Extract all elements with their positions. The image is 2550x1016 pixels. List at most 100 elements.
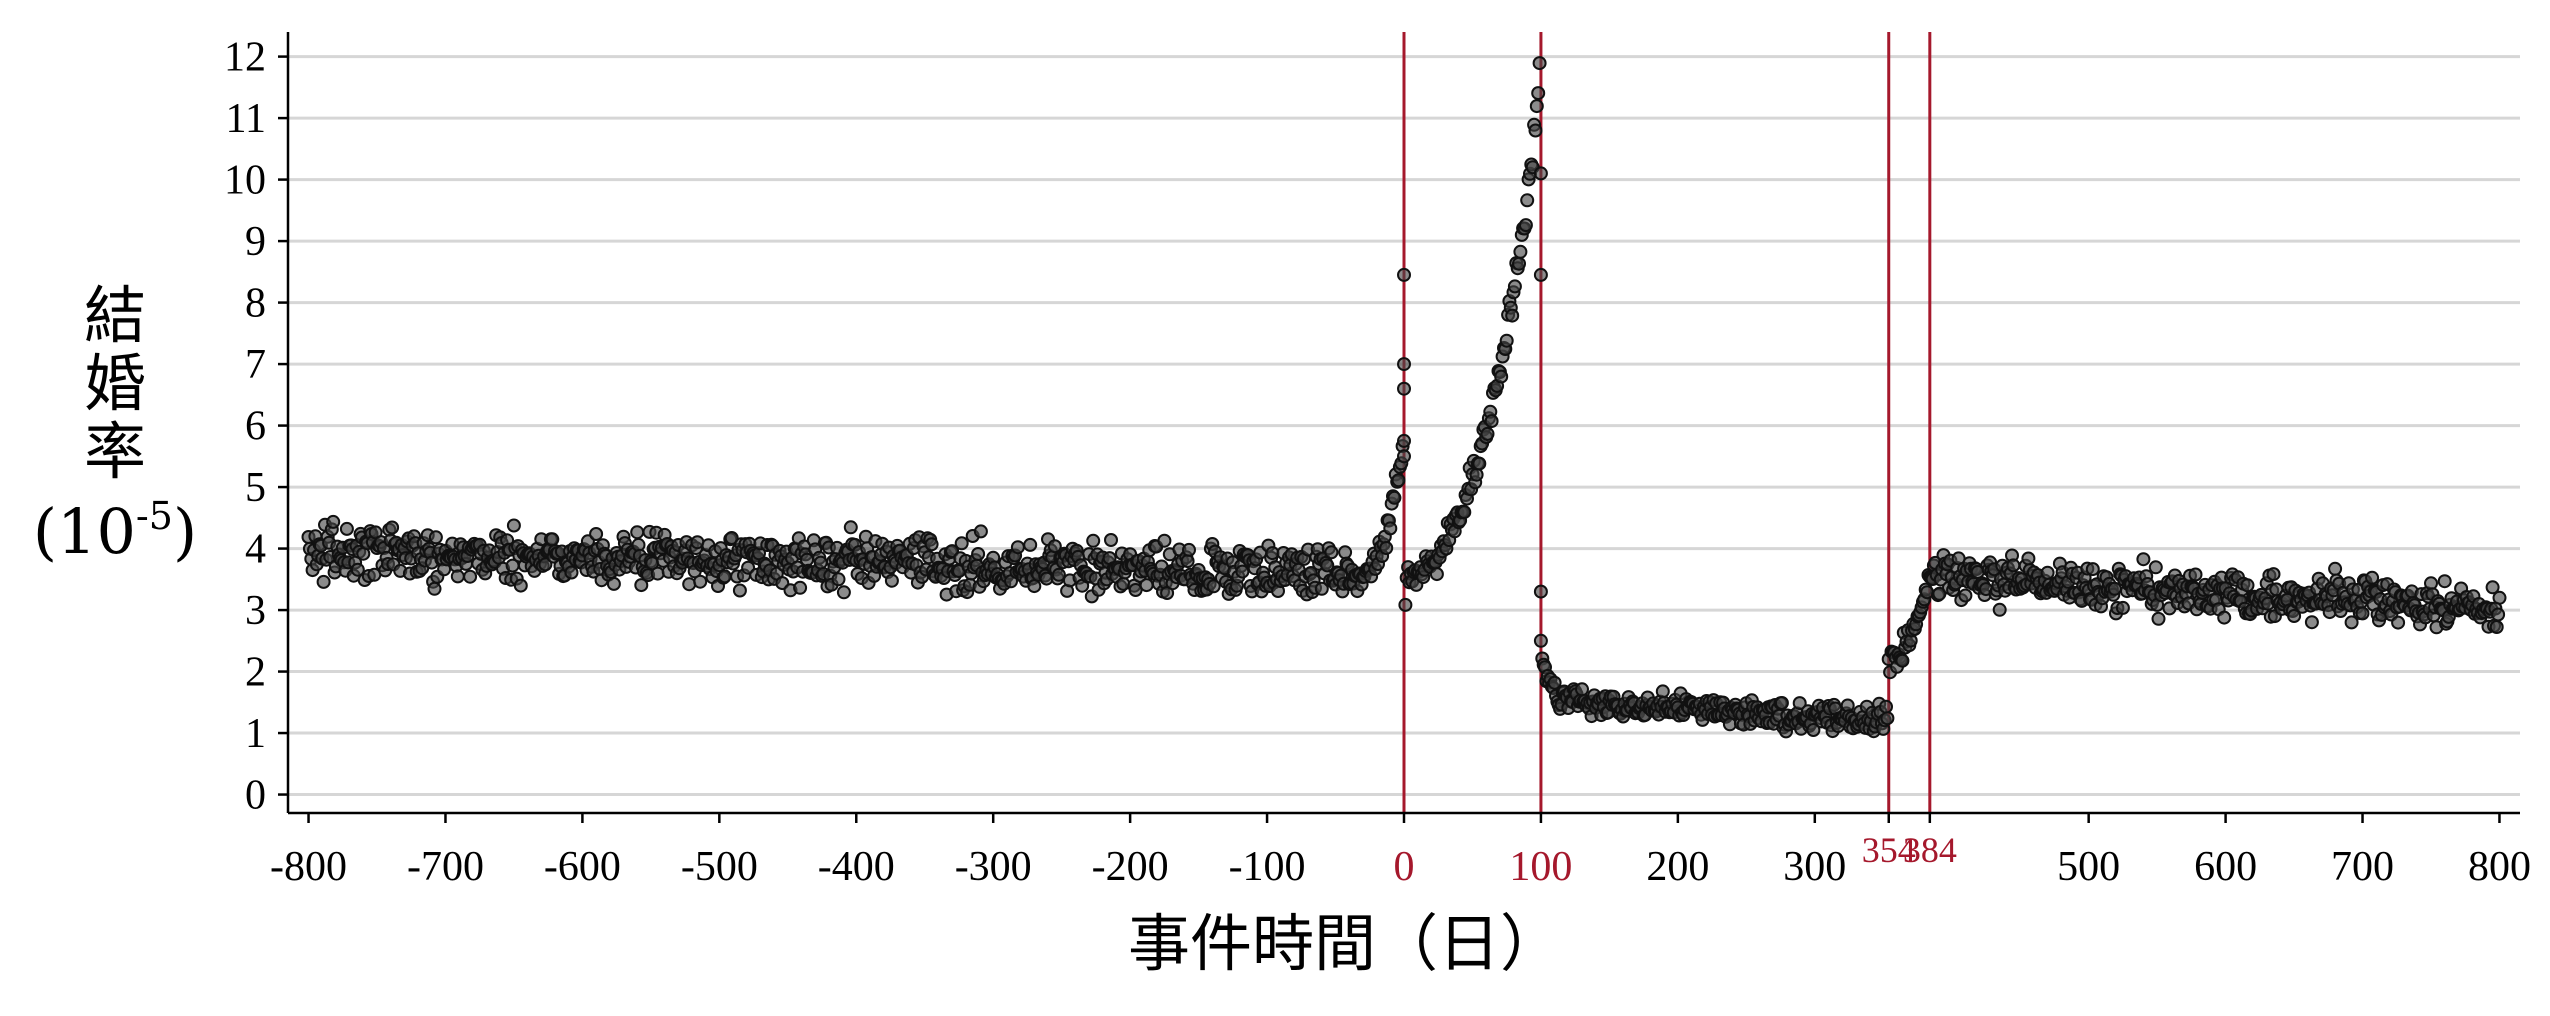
data-point-548 xyxy=(1051,567,1066,582)
x-tick-label-300: 300 xyxy=(1783,844,1846,890)
data-point-744 xyxy=(1320,558,1335,573)
x-tick-label-200: 200 xyxy=(1646,844,1709,890)
data-point-1332 xyxy=(2115,600,2130,615)
data-point-879 xyxy=(1499,333,1514,348)
data-point-996 xyxy=(1655,684,1670,699)
data-point-1242 xyxy=(1992,602,2007,617)
data-point-1263 xyxy=(2021,551,2036,566)
data-point-903 xyxy=(1532,56,1547,71)
data-point-1356 xyxy=(2148,560,2163,575)
data-point-61 xyxy=(385,520,400,535)
data-point-1605 xyxy=(2489,620,2504,634)
data-point-1457 xyxy=(2287,609,2302,623)
data-point-1326 xyxy=(2107,581,2122,596)
data-point-192 xyxy=(564,565,579,580)
data-point-865 xyxy=(1480,426,1495,441)
data-point-93 xyxy=(428,530,443,545)
x-tick-labels: -800 -700 -600 -500 -400 -300 -200 -100 0 100 200 3… xyxy=(270,813,2531,890)
data-point-1423 xyxy=(2240,578,2255,593)
y-tick-label-5: 5 xyxy=(245,465,266,511)
y-axis-unit-base: (10 xyxy=(33,495,136,568)
y-tick-label-1: 1 xyxy=(245,711,266,757)
data-point-286 xyxy=(693,574,708,589)
data-point-518 xyxy=(1010,540,1025,555)
y-tick-label-9: 9 xyxy=(245,219,266,265)
data-point-255 xyxy=(650,566,665,581)
y-tick-label-3: 3 xyxy=(245,588,266,634)
data-point-1406 xyxy=(2217,610,2232,625)
y-axis-title-char-1: 結 xyxy=(84,279,146,352)
data-point-1252 xyxy=(2006,558,2021,573)
data-point-359 xyxy=(793,580,808,595)
data-point-802 xyxy=(1397,381,1411,396)
data-point-1507 xyxy=(2355,606,2370,621)
data-point-1310 xyxy=(2085,562,2100,577)
data-point-859 xyxy=(1472,456,1487,471)
data-point-905 xyxy=(1533,267,1548,282)
x-tick-label--100: -100 xyxy=(1229,844,1306,890)
data-point-210 xyxy=(589,527,604,541)
data-points xyxy=(301,56,2507,739)
x-tick-label--200: -200 xyxy=(1092,844,1169,890)
y-axis-title-char-3: 率 xyxy=(84,415,146,488)
data-point-387 xyxy=(831,572,846,587)
data-point-1106 xyxy=(1806,723,1821,737)
x-tick-label--300: -300 xyxy=(955,844,1032,890)
data-point-243 xyxy=(634,578,649,593)
data-point-804 xyxy=(1397,449,1411,464)
y-tick-label-11: 11 xyxy=(226,96,266,142)
data-point-801 xyxy=(1397,357,1411,372)
data-point-36 xyxy=(350,562,365,577)
x-tick-label--800: -800 xyxy=(270,844,347,890)
x-tick-label--400: -400 xyxy=(818,844,895,890)
y-tick-label-7: 7 xyxy=(245,342,266,388)
y-tick-label-8: 8 xyxy=(245,281,266,327)
data-point-374 xyxy=(813,555,828,570)
y-tick-label-10: 10 xyxy=(224,158,266,204)
data-point-885 xyxy=(1507,279,1522,294)
x-tick-label-384: 384 xyxy=(1903,830,1957,870)
data-point-1607 xyxy=(2492,590,2507,605)
x-axis-title: 事件時間（日） xyxy=(1128,907,1562,980)
data-point-1602 xyxy=(2485,580,2500,595)
data-point-642 xyxy=(1180,554,1195,569)
x-tick-label-354: 354 xyxy=(1862,830,1916,870)
data-point-1096 xyxy=(1792,696,1807,711)
data-point-1470 xyxy=(2304,615,2319,630)
data-point-907 xyxy=(1533,633,1548,648)
x-tick-label--700: -700 xyxy=(407,844,484,890)
data-point-309 xyxy=(724,531,739,545)
data-point-894 xyxy=(1520,193,1535,208)
data-point-805 xyxy=(1398,597,1413,612)
data-point-883 xyxy=(1505,308,1520,323)
data-point-1171 xyxy=(1895,653,1910,668)
data-point-1606 xyxy=(2491,607,2506,622)
data-point-315 xyxy=(732,583,747,598)
data-point-682 xyxy=(1235,564,1250,579)
data-point-1499 xyxy=(2344,615,2359,630)
data-point-1277 xyxy=(2040,565,2055,580)
data-point-793 xyxy=(1387,490,1402,505)
data-point-18 xyxy=(326,514,341,529)
data-point-757 xyxy=(1338,545,1353,560)
data-point-573 xyxy=(1086,533,1101,548)
data-point-1347 xyxy=(2136,552,2151,567)
data-point-1083 xyxy=(1774,696,1789,710)
data-point-747 xyxy=(1324,545,1339,560)
data-point-917 xyxy=(1547,675,1562,690)
data-point-491 xyxy=(973,524,988,539)
y-tick-label-4: 4 xyxy=(245,527,266,573)
data-point-1385 xyxy=(2188,567,2203,582)
y-tick-label-12: 12 xyxy=(224,35,266,81)
data-point-800 xyxy=(1397,267,1411,282)
data-point-1567 xyxy=(2437,574,2452,589)
data-point-612 xyxy=(1139,578,1154,593)
data-point-150 xyxy=(506,518,521,533)
data-point-109 xyxy=(450,569,465,584)
data-point-527 xyxy=(1023,537,1038,552)
data-point-1159 xyxy=(1879,699,1893,714)
data-point-796 xyxy=(1391,473,1406,488)
data-point-426 xyxy=(884,573,899,588)
